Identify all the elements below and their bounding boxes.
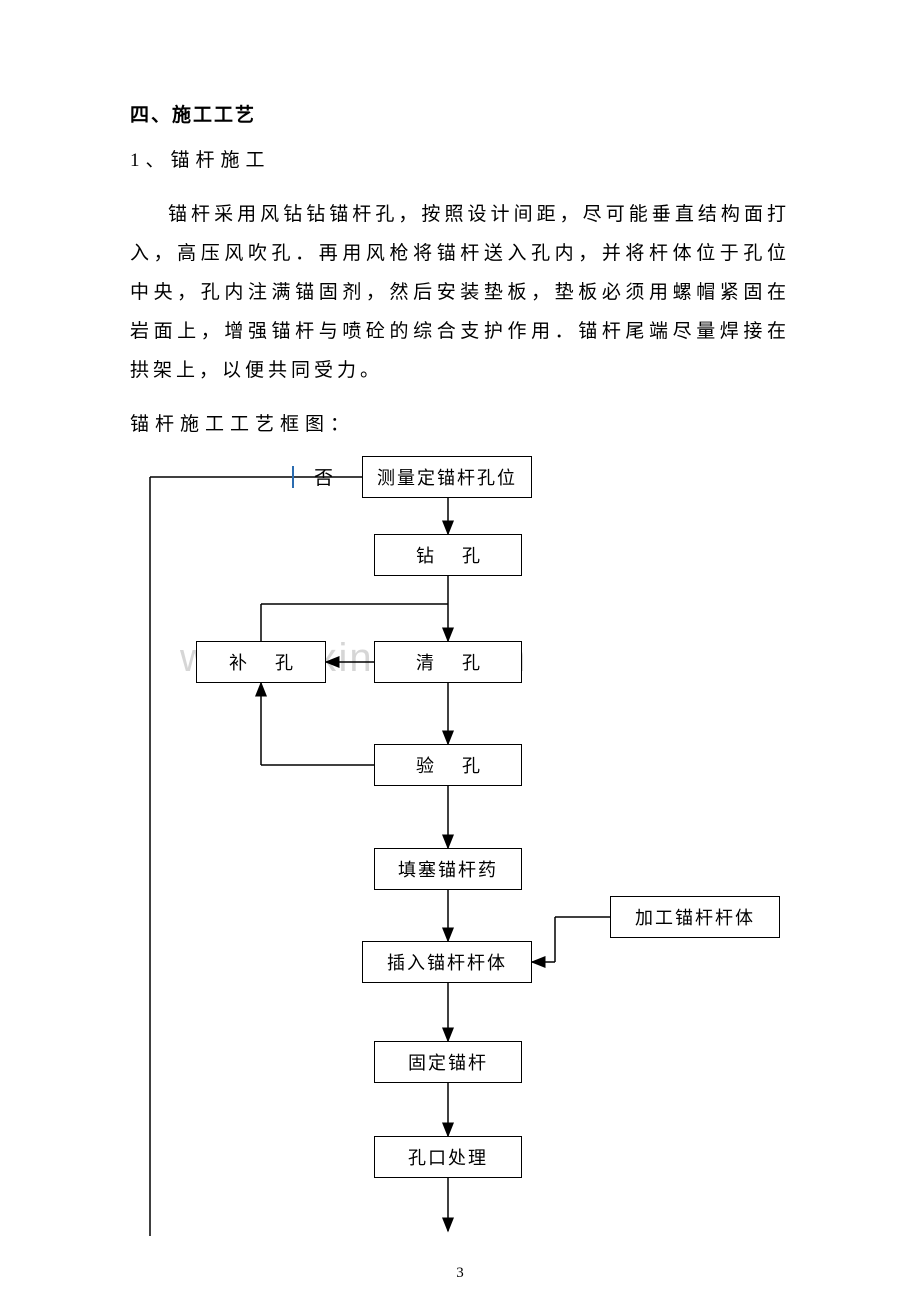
flowchart-diagram: www.zixin.com.cn 测量定锚杆孔位钻孔清孔补孔验孔填塞锚杆药插入锚… (130, 456, 790, 1256)
flowchart-node-n3: 清孔 (374, 641, 522, 683)
flowchart-node-n6b: 加工锚杆杆体 (610, 896, 780, 938)
flowchart-node-n6: 插入锚杆杆体 (362, 941, 532, 983)
flowchart-node-n1: 测量定锚杆孔位 (362, 456, 532, 498)
page-number: 3 (0, 1265, 920, 1282)
diagram-caption: 锚杆施工工艺框图： (130, 409, 790, 436)
flowchart-node-n3b: 补孔 (196, 641, 326, 683)
flowchart-node-n8: 孔口处理 (374, 1136, 522, 1178)
flowchart-node-n7: 固定锚杆 (374, 1041, 522, 1083)
flowchart-node-n5: 填塞锚杆药 (374, 848, 522, 890)
flowchart-node-n2: 钻孔 (374, 534, 522, 576)
text-cursor (292, 466, 294, 488)
sub-section: 1、锚杆施工 (130, 145, 790, 172)
body-paragraph: 锚杆采用风钻钻锚杆孔，按照设计间距，尽可能垂直结构面打入，高压风吹孔．再用风枪将… (130, 196, 790, 391)
flowchart-node-n4: 验孔 (374, 744, 522, 786)
section-heading: 四、施工工艺 (130, 100, 790, 127)
decision-label-no: 否 (314, 463, 333, 490)
